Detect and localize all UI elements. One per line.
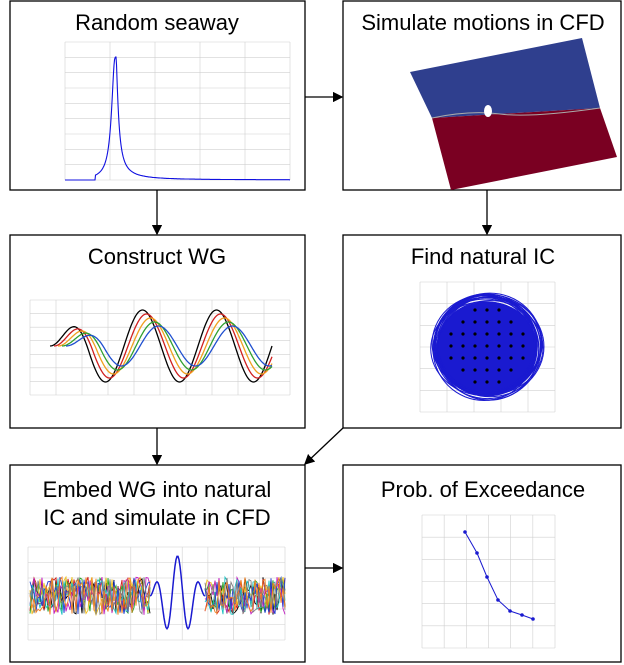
ic-point [449,332,453,336]
ic-point [473,320,477,324]
spectrum-curve [65,56,290,181]
wave-gauge-trace [53,313,273,379]
ic-point [521,332,525,336]
ic-point [485,332,489,336]
hull [484,105,492,117]
exceedance-point [463,530,467,534]
exceedance-point [531,617,535,621]
ic-point [521,344,525,348]
box-title: IC and simulate in CFD [43,505,270,530]
ic-point [497,368,501,372]
ic-orbit [435,296,545,398]
ic-point [485,308,489,312]
ic-point [497,308,501,312]
cfd-run-trace [29,576,151,615]
ic-point [509,332,513,336]
exceedance-point [508,609,512,613]
exceedance-point [520,613,524,617]
ic-point [449,344,453,348]
cfd-run-trace [204,575,286,615]
ic-point [461,320,465,324]
ic-point [473,332,477,336]
ic-point [497,380,501,384]
ic-point [509,368,513,372]
cfd-air [410,38,600,118]
box-title: Random seaway [75,10,239,35]
ic-point [461,356,465,360]
box-title: Find natural IC [411,244,555,269]
ic-point [509,344,513,348]
wave-gauge-trace [57,317,273,375]
ic-point [473,356,477,360]
box-title: Prob. of Exceedance [381,477,585,502]
ic-point [461,332,465,336]
ic-point [497,320,501,324]
box-title: Embed WG into natural [43,477,272,502]
ic-point [461,368,465,372]
ic-point [449,356,453,360]
ic-point [485,356,489,360]
ic-point [521,356,525,360]
ic-point [473,380,477,384]
ic-point [497,356,501,360]
ic-point [473,308,477,312]
cfd-run-trace [204,577,286,615]
ic-point [485,320,489,324]
wave-gauge-trace [66,325,273,367]
box-title: Construct WG [88,244,226,269]
ic-point [485,380,489,384]
exceedance-point [496,598,500,602]
wave-gauge-trace [49,309,273,383]
free-surface [431,107,601,119]
ic-point [485,368,489,372]
arrow [304,427,344,465]
box-title: Simulate motions in CFD [361,10,604,35]
cfd-run-trace [29,576,151,615]
box [9,0,306,191]
ic-point [497,344,501,348]
embedded-wave [149,555,206,630]
ic-point [509,356,513,360]
ic-point [473,344,477,348]
cfd-water [432,108,617,190]
ic-orbit [431,294,537,393]
exceedance-point [485,575,489,579]
ic-point [497,332,501,336]
box [342,464,622,663]
cfd-run-trace [29,576,151,615]
box [9,464,306,663]
exceedance-point [475,551,479,555]
ic-point [461,344,465,348]
ic-point [485,344,489,348]
ic-point [509,320,513,324]
ic-point [473,368,477,372]
